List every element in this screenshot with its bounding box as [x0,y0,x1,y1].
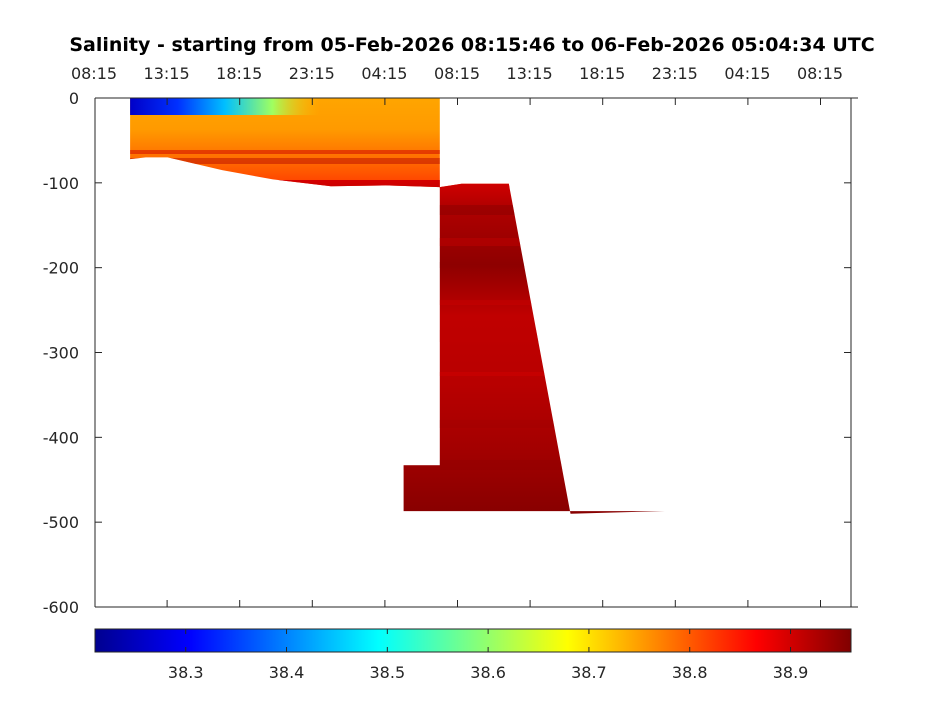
colorbar: 38.3 38.4 38.5 38.6 38.7 38.8 38.9 [94,628,852,682]
colorbar-tick-label: 38.3 [168,663,204,682]
stratum [130,158,665,164]
stratum [130,420,665,428]
colorbar-tick-label: 38.8 [672,663,708,682]
y-ticks: 0 -100 -200 -300 -400 -500 -600 [43,89,851,617]
x-tick-label: 13:15 [507,64,553,83]
x-tick-label: 23:15 [289,64,335,83]
colorbar-tick-label: 38.5 [370,663,406,682]
stratum [130,330,665,342]
x-tick-label: 04:15 [361,64,407,83]
x-tick-label: 18:15 [216,64,262,83]
colorbar-tick-label: 38.7 [571,663,607,682]
plot-axes: 08:15 13:15 18:15 23:15 04:15 08:15 13:15 18:15… [43,64,858,617]
stratum [130,205,665,215]
stratum [130,262,665,268]
colorbar-tick-label: 38.4 [269,663,305,682]
colorbar-tick-label: 38.6 [470,663,506,682]
x-tick-label: 23:15 [652,64,698,83]
surface-right-layer [515,98,665,148]
y-tick-label: -300 [43,344,79,363]
stratum [130,460,665,470]
y-tick-label: -400 [43,428,79,447]
colorbar-tick-label: 38.9 [773,663,809,682]
y-tick-label: -500 [43,513,79,532]
x-tick-label: 08:15 [434,64,480,83]
data-field [130,98,665,514]
stratum [130,300,665,305]
x-tick-label: 08:15 [797,64,843,83]
x-tick-label: 18:15 [579,64,625,83]
y-tick-label: 0 [69,89,79,108]
fresh-surface-patch [130,98,320,115]
colorbar-gradient [94,628,852,653]
y-tick-label: -200 [43,259,79,278]
y-tick-label: -100 [43,174,79,193]
chart-title: Salinity - starting from 05-Feb-2026 08:… [69,34,874,56]
x-tick-label: 13:15 [144,64,190,83]
x-tick-label: 04:15 [724,64,770,83]
y-tick-label: -600 [43,598,79,617]
x-ticks: 08:15 13:15 18:15 23:15 04:15 08:15 13:15 18:15… [71,64,843,607]
stratum [130,150,665,154]
stratum [130,238,665,246]
colorbar-ticks: 38.3 38.4 38.5 38.6 38.7 38.8 38.9 [168,629,808,682]
x-tick-label: 08:15 [71,64,117,83]
stratum [130,372,665,376]
